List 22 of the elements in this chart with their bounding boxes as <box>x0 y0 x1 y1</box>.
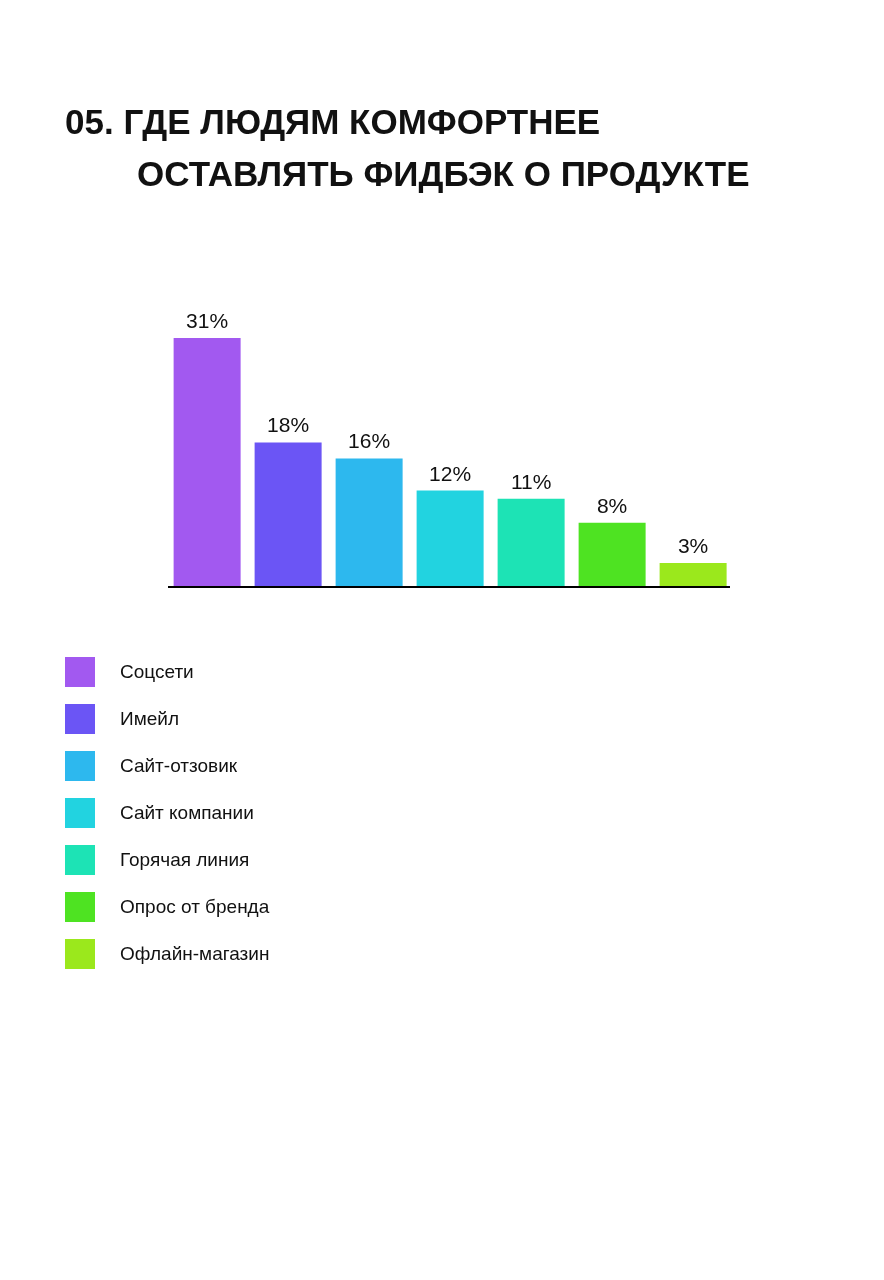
bar <box>173 338 241 587</box>
data-label: 3% <box>677 533 709 557</box>
legend-label: Офлайн-магазин <box>120 942 270 965</box>
legend-label: Имейл <box>120 707 179 730</box>
data-label: 16% <box>348 429 391 453</box>
data-label: 11% <box>510 469 552 493</box>
bar <box>335 458 403 587</box>
data-label: 31% <box>186 309 229 332</box>
legend-label: Сайт компании <box>120 801 254 824</box>
bar <box>416 490 484 587</box>
legend-label: Сайт-отзовик <box>120 754 238 777</box>
data-label: 18% <box>267 413 310 437</box>
bar <box>578 522 646 587</box>
legend-label: Горячая линия <box>120 848 250 871</box>
legend-label: Соцсети <box>120 660 194 683</box>
data-label: 8% <box>596 493 628 517</box>
data-label: 12% <box>429 461 472 485</box>
legend-label: Опрос от бренда <box>120 895 270 918</box>
bar <box>497 498 565 587</box>
bar <box>254 442 322 587</box>
bar <box>659 562 727 587</box>
chart-title: 05. ГДЕ ЛЮДЯМ КОМФОРТНЕЕ ОСТАВЛЯТЬ ФИДБЭК О ПРОДУКТЕ <box>65 101 751 195</box>
